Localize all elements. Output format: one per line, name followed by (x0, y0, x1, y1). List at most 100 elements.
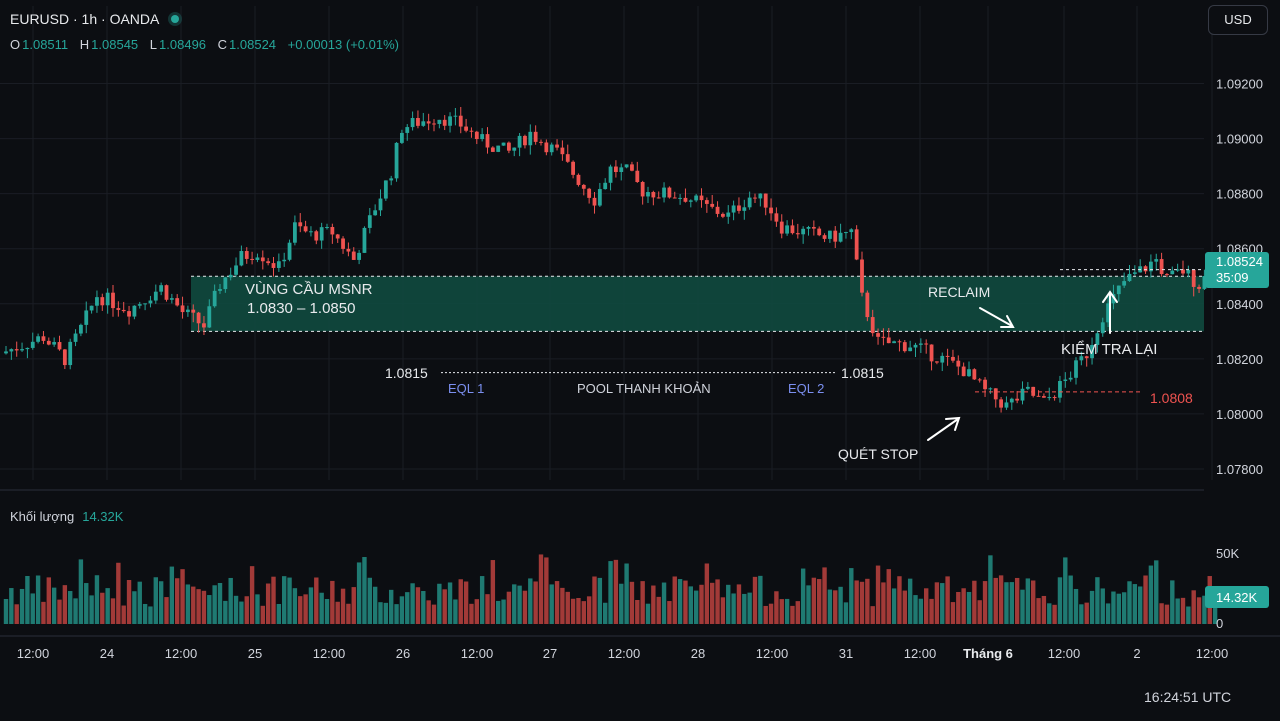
price-axis[interactable]: 1.092001.090001.088001.086001.084001.082… (1216, 77, 1263, 477)
candle-body (137, 304, 142, 306)
volume-bar (554, 581, 560, 624)
candle-body (1181, 269, 1185, 274)
volume-bar (528, 578, 533, 624)
volume-bar (512, 584, 517, 624)
volume-bar (1095, 577, 1100, 624)
volume-bar (656, 596, 661, 624)
volume-bar (608, 561, 613, 624)
volume-bar (506, 591, 512, 624)
volume-bar (902, 590, 907, 624)
candle-body (373, 210, 378, 216)
volume-bar (774, 591, 779, 624)
candle-body (576, 174, 581, 185)
price-tick-label: 1.08200 (1216, 352, 1263, 367)
candle-body (367, 215, 372, 228)
candle-body (886, 337, 891, 344)
volume-bar (105, 588, 110, 624)
volume-bar (565, 591, 570, 624)
candle-body (523, 135, 527, 146)
volume-bar (538, 554, 544, 624)
candle-body (416, 117, 420, 126)
volume-bar (699, 584, 704, 624)
candle-body (1031, 386, 1036, 396)
candle-body (565, 154, 570, 162)
candle-body (1149, 261, 1153, 272)
candle-body (303, 226, 308, 232)
candle-body (860, 259, 864, 293)
volume-bar (1014, 577, 1020, 624)
candle-body (635, 170, 640, 183)
volume-bar (806, 585, 811, 624)
volume-bar (89, 595, 94, 624)
volume-bar (19, 588, 25, 624)
candle-body (608, 166, 613, 183)
volume-bar (469, 603, 474, 624)
volume-bar (447, 582, 453, 624)
volume-bar (453, 599, 458, 624)
volume-bar (742, 593, 747, 624)
volume-bar (191, 586, 196, 624)
zone-range: 1.0830 – 1.0850 (247, 300, 355, 317)
candle-body (876, 333, 880, 337)
time-tick-label: 12:00 (17, 646, 50, 661)
volume-bar (800, 568, 806, 624)
candle-body (619, 167, 624, 173)
candle-body (287, 242, 292, 260)
volume-bar (314, 577, 319, 624)
candle-body (1191, 269, 1196, 287)
volume-bar (116, 562, 121, 624)
volume-bar (891, 588, 897, 624)
volume-bar (1164, 604, 1170, 624)
volume-bar (137, 581, 142, 624)
price-tick-label: 1.08400 (1216, 297, 1263, 312)
candle-body (688, 200, 693, 202)
candle-body (41, 336, 46, 341)
volume-bar (153, 577, 158, 624)
volume-bar (276, 603, 282, 624)
time-tick-label: 12:00 (313, 646, 346, 661)
time-tick-label: 12:00 (608, 646, 641, 661)
volume-bar (207, 595, 212, 624)
volume-bar (1020, 589, 1025, 624)
volume-bar (1154, 560, 1159, 624)
time-tick-label: 26 (396, 646, 410, 661)
volume-bar (833, 590, 838, 624)
volume-bar (1116, 593, 1121, 624)
volume-bar (886, 569, 891, 624)
ohlc-o-value: 1.08511 (22, 37, 69, 52)
time-axis[interactable]: 12:00 24 12:00 25 12:00 26 12:00 27 12:00 28 12:00… (17, 646, 1229, 661)
volume-bar (126, 580, 132, 624)
volume-bar (940, 583, 945, 624)
candle-body (180, 305, 185, 313)
currency-button[interactable]: USD (1208, 5, 1268, 35)
price-tick-label: 1.08000 (1216, 407, 1263, 422)
candle-body (1165, 274, 1169, 276)
volume-bar (875, 565, 881, 624)
candle-body (678, 197, 682, 199)
ohlc-l-label: L (149, 37, 158, 52)
candle-body (581, 184, 586, 189)
candle-body (972, 369, 977, 380)
volume-bar (1063, 557, 1068, 624)
time-tick-label: 12:00 (165, 646, 198, 661)
candle-body (1132, 272, 1137, 274)
candle-body (437, 119, 442, 124)
candle-body (400, 132, 404, 143)
candle-body (121, 309, 126, 312)
volume-bar (966, 591, 972, 624)
candle-body (715, 206, 720, 214)
candle-body (1052, 397, 1057, 399)
volume-bar (287, 577, 292, 624)
liquidity-left-label: 1.0815 (385, 365, 428, 381)
candle-body (614, 166, 618, 173)
candle-body (196, 312, 201, 324)
volume-bar (196, 589, 201, 624)
candle-body (597, 189, 602, 206)
candle-body (1004, 402, 1009, 408)
volume-bar (522, 590, 528, 624)
volume-bar (501, 599, 506, 624)
symbol-title[interactable]: EURUSD · 1h · OANDA (10, 11, 180, 27)
volume-bar (474, 599, 479, 624)
volume-bar (244, 596, 249, 624)
